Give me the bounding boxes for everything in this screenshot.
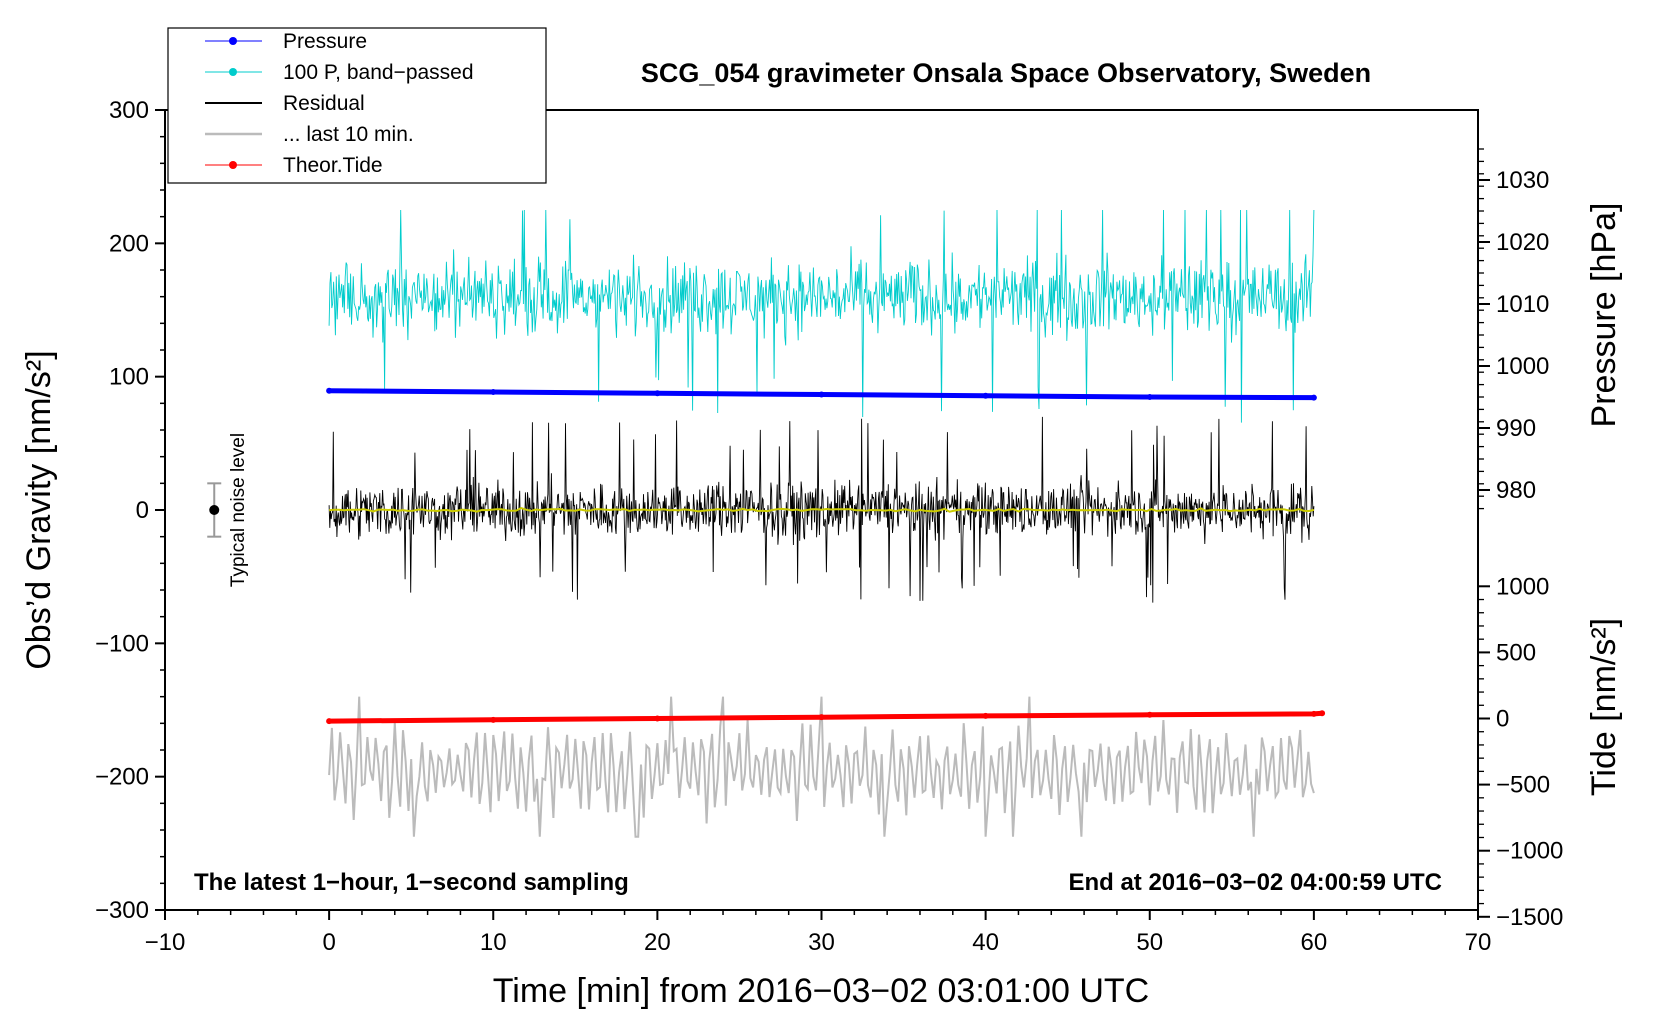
y-left-tick-label: −200	[95, 764, 149, 791]
tide-point	[1319, 710, 1326, 717]
y-axis-tide: 1000 500 0 −500 −1000 −1500	[1478, 573, 1563, 931]
y-left-tick-label: 100	[109, 364, 149, 391]
pressure-point	[1146, 394, 1153, 400]
x-tick-label: −10	[145, 929, 186, 956]
legend-marker	[229, 68, 237, 76]
y-left-tick-label: −100	[95, 630, 149, 657]
pressure-tick-label: 1020	[1496, 229, 1549, 256]
legend-label: Residual	[283, 92, 365, 115]
pressure-point	[818, 391, 825, 398]
chart-title: SCG_054 gravimeter Onsala Space Observat…	[641, 58, 1371, 88]
series-last-10-min	[328, 696, 1315, 838]
pressure-tick-label: 1000	[1496, 353, 1549, 380]
legend-marker	[229, 161, 237, 169]
y-axis-tide-title: Tide [nm/s²]	[1585, 618, 1623, 796]
legend-item: Pressure	[205, 30, 367, 53]
noise-level-label: Typical noise level	[228, 433, 249, 587]
y-left-tick-label: 300	[109, 97, 149, 124]
legend-label: Pressure	[283, 30, 367, 53]
series-theoretical-tide	[326, 710, 1326, 725]
series-band-passed-pressure	[328, 209, 1315, 423]
tide-point	[490, 716, 497, 723]
legend-item: Residual	[205, 92, 365, 115]
pressure-point	[326, 387, 333, 394]
x-axis-title: Time [min] from 2016−03−02 03:01:00 UTC	[493, 972, 1149, 1010]
legend-label: 100 P, band−passed	[283, 61, 474, 84]
pressure-tick-label: 1010	[1496, 291, 1549, 318]
x-tick-label: 40	[972, 929, 999, 956]
series-pressure	[326, 387, 1317, 401]
tide-point	[1146, 711, 1153, 718]
series-smoothed-residual	[328, 507, 1315, 513]
legend-item: Theor.Tide	[205, 154, 383, 177]
pressure-tick-label: 1030	[1496, 167, 1549, 194]
tide-point	[1310, 710, 1317, 717]
noise-point	[209, 505, 220, 515]
x-tick-label: 50	[1136, 929, 1163, 956]
tide-tick-label: 0	[1496, 706, 1509, 733]
pressure-point	[654, 390, 661, 397]
tide-tick-label: 1000	[1496, 573, 1549, 600]
pressure-point	[982, 392, 989, 399]
y-axis-pressure: 1030 1020 1010 1000 990 980	[1478, 148, 1549, 510]
tide-tick-label: −1500	[1496, 904, 1563, 931]
tide-point	[326, 718, 333, 725]
tide-tick-label: 500	[1496, 639, 1536, 666]
legend-item: 100 P, band−passed	[205, 61, 474, 84]
legend: Pressure 100 P, band−passed Residual ... la…	[167, 27, 547, 184]
legend-label: ... last 10 min.	[283, 123, 414, 146]
tide-line	[329, 710, 1323, 724]
legend-item: ... last 10 min.	[205, 123, 414, 146]
y-left-tick-label: −300	[95, 897, 149, 924]
x-tick-label: 10	[480, 929, 507, 956]
x-tick-label: 60	[1301, 929, 1328, 956]
y-axis-left: 300 200 100 0 −100 −200 −300	[95, 97, 165, 924]
x-tick-label: 30	[808, 929, 835, 956]
pressure-tick-label: 980	[1496, 477, 1536, 504]
x-axis: −10 0 10 20 30 40 50 60 70	[145, 910, 1492, 956]
legend-label: Theor.Tide	[283, 154, 383, 177]
x-tick-label: 70	[1465, 929, 1492, 956]
legend-marker	[229, 37, 237, 45]
series-layer	[326, 209, 1326, 838]
tide-tick-label: −500	[1496, 772, 1550, 799]
y-axis-pressure-title: Pressure [hPa]	[1585, 203, 1623, 428]
y-axis-left-title: Obs’d Gravity [nm/s²]	[20, 350, 58, 669]
y-left-tick-label: 200	[109, 230, 149, 257]
tide-tick-label: −1000	[1496, 838, 1563, 865]
pressure-point	[490, 389, 497, 396]
tide-point	[982, 712, 989, 719]
pressure-point	[1310, 394, 1317, 401]
pressure-tick-label: 990	[1496, 415, 1536, 442]
end-time-note: End at 2016−03−02 04:00:59 UTC	[1068, 869, 1442, 896]
legend-box	[167, 27, 547, 184]
y-left-tick-label: 0	[136, 497, 149, 524]
noise-level-marker	[207, 482, 222, 538]
tide-point	[654, 715, 661, 722]
sampling-note: The latest 1−hour, 1−second sampling	[194, 869, 629, 896]
x-tick-label: 20	[644, 929, 671, 956]
x-tick-label: 0	[322, 929, 335, 956]
tide-point	[818, 714, 825, 721]
